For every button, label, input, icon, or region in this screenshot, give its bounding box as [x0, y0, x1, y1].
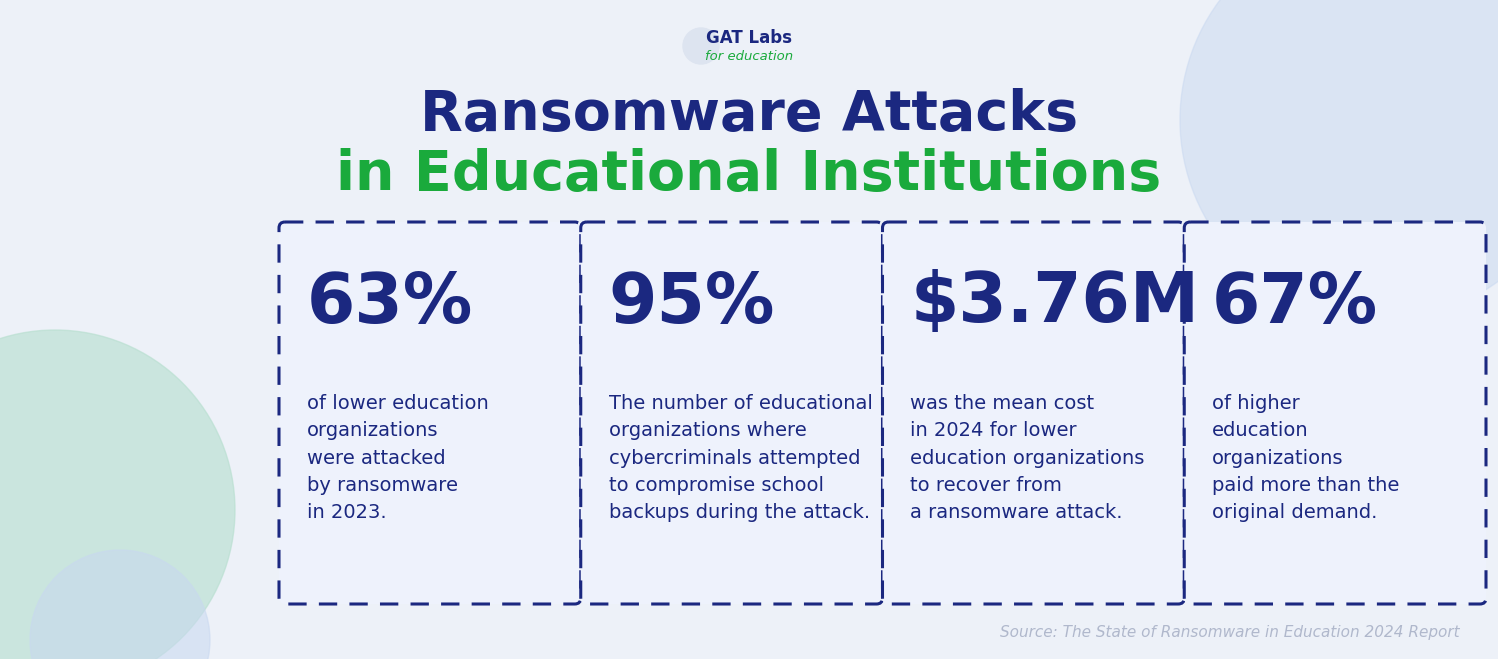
- Text: Source: The State of Ransomware in Education 2024 Report: Source: The State of Ransomware in Educa…: [1001, 625, 1461, 639]
- FancyBboxPatch shape: [1185, 222, 1486, 604]
- Text: GAT Labs: GAT Labs: [706, 29, 792, 47]
- Circle shape: [1180, 0, 1498, 320]
- Circle shape: [683, 28, 719, 64]
- Text: 95%: 95%: [608, 270, 776, 337]
- FancyBboxPatch shape: [882, 222, 1185, 604]
- Text: of lower education
organizations
were attacked
by ransomware
in 2023.: of lower education organizations were at…: [307, 394, 488, 522]
- Text: 63%: 63%: [307, 270, 473, 337]
- Text: The number of educational
organizations where
cybercriminals attempted
to compro: The number of educational organizations …: [608, 394, 873, 522]
- Text: of higher
education
organizations
paid more than the
original demand.: of higher education organizations paid m…: [1212, 394, 1399, 522]
- Text: 67%: 67%: [1212, 270, 1378, 337]
- Text: for education: for education: [706, 49, 792, 63]
- Circle shape: [30, 550, 210, 659]
- Text: $3.76M: $3.76M: [911, 270, 1200, 337]
- Text: was the mean cost
in 2024 for lower
education organizations
to recover from
a ra: was the mean cost in 2024 for lower educ…: [911, 394, 1144, 522]
- FancyBboxPatch shape: [279, 222, 581, 604]
- Circle shape: [0, 330, 235, 659]
- Text: in Educational Institutions: in Educational Institutions: [337, 148, 1161, 202]
- Text: Ransomware Attacks: Ransomware Attacks: [419, 88, 1079, 142]
- FancyBboxPatch shape: [581, 222, 882, 604]
